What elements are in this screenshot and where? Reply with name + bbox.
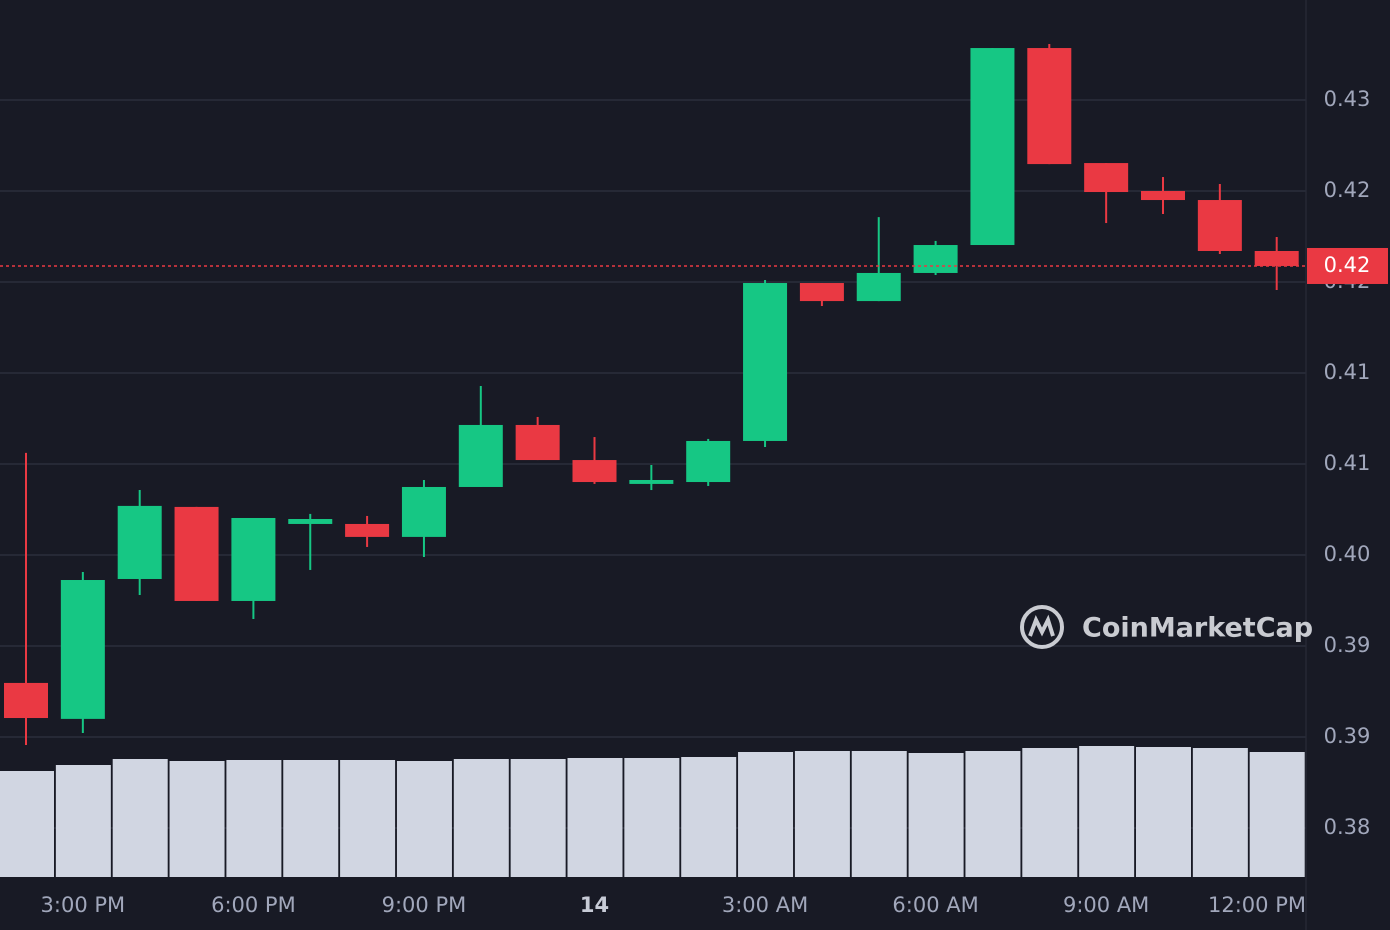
candle-body — [4, 682, 48, 719]
current-price-box — [1307, 247, 1388, 284]
x-tick-label: 12:00 PM — [1208, 893, 1306, 917]
candle-body — [1254, 250, 1299, 266]
candle-body — [288, 519, 333, 524]
candle-body — [629, 479, 674, 484]
y-tick-label: 0.41 — [1324, 451, 1371, 475]
volume-bar — [226, 760, 282, 877]
y-tick-label: 0.38 — [1324, 815, 1371, 839]
current-price-label: 0.42 — [1324, 253, 1371, 277]
y-tick-label: 0.43 — [1324, 87, 1371, 111]
candle-body — [970, 48, 1015, 246]
volume-bar — [965, 751, 1021, 877]
volume-bar — [0, 771, 54, 877]
x-tick-label: 6:00 PM — [211, 893, 296, 917]
candle-body — [1084, 163, 1129, 193]
candle-body — [913, 245, 958, 273]
x-tick-label: 3:00 PM — [41, 893, 126, 917]
volume-bar — [396, 761, 452, 877]
candle-body — [401, 486, 446, 537]
volume-bar — [1022, 748, 1078, 877]
volume-bar — [1192, 748, 1248, 877]
x-tick-label: 9:00 AM — [1063, 893, 1149, 917]
x-tick-label: 3:00 AM — [722, 893, 808, 917]
volume-bar — [681, 757, 737, 877]
candle-body — [686, 440, 731, 483]
volume-bar — [738, 752, 794, 877]
volume-bar — [794, 751, 850, 877]
x-tick-label: 9:00 PM — [382, 893, 467, 917]
x-tick-label: 14 — [580, 893, 609, 917]
candle-body — [1141, 191, 1185, 201]
candle-body — [231, 517, 276, 601]
candle-body — [60, 580, 105, 719]
volume-bar — [453, 759, 509, 877]
volume-bar — [340, 760, 396, 877]
candle-body — [1027, 48, 1072, 165]
watermark-logo — [1020, 605, 1064, 649]
candle-body — [174, 506, 219, 601]
volume-bar — [567, 758, 623, 877]
volume-bar — [1249, 752, 1305, 877]
volume-bar — [851, 751, 907, 877]
y-tick-label: 0.40 — [1324, 542, 1371, 566]
volume-bar — [169, 761, 225, 877]
candle-body — [743, 283, 788, 441]
y-tick-label: 0.39 — [1324, 724, 1371, 748]
candle-body — [856, 272, 901, 302]
watermark-logo-mark — [1028, 614, 1055, 637]
candle-body — [515, 424, 560, 461]
volume-bar — [1136, 747, 1191, 877]
candle-body — [1197, 200, 1242, 251]
candle-body — [345, 523, 390, 537]
volume-bar — [908, 753, 964, 877]
candle-body — [458, 424, 503, 487]
y-tick-label: 0.41 — [1324, 360, 1371, 384]
volume-bar — [112, 759, 168, 877]
watermark: CoinMarketCap — [1020, 605, 1313, 649]
volume-bar — [283, 760, 339, 877]
volume-bar — [55, 765, 111, 877]
candle-body — [572, 460, 617, 483]
x-tick-label: 6:00 AM — [892, 893, 978, 917]
candle-body — [799, 283, 844, 302]
y-tick-label: 0.39 — [1324, 633, 1371, 657]
volume-bar — [1079, 746, 1135, 877]
volume-bar — [624, 758, 680, 877]
y-tick-label: 0.42 — [1324, 178, 1371, 202]
watermark-text: CoinMarketCap — [1082, 613, 1313, 644]
volume-bar — [510, 759, 566, 877]
candle-body — [117, 505, 162, 579]
